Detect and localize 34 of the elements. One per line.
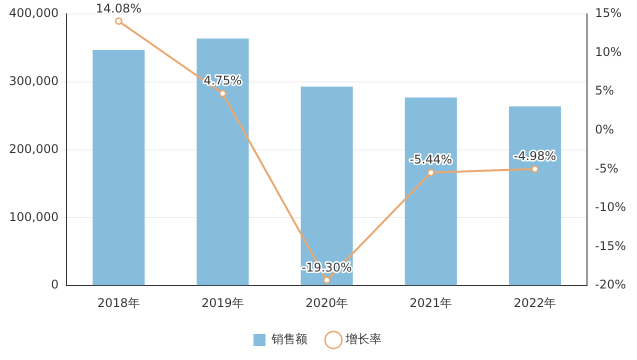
data-label: -4.98% [514,149,556,164]
y2-tick-label: 0% [595,122,614,137]
y2-tick-label: -15% [595,238,626,253]
bar [404,98,457,286]
legend-label: 销售额 [270,332,308,346]
y-tick-label: 100,000 [9,210,59,224]
y-tick-label: 300,000 [9,74,59,88]
y2-tick-label: 15% [595,6,622,20]
y2-tick-label: -10% [595,200,626,214]
bar [300,86,353,286]
legend-label: 增长率 [344,332,382,346]
x-tick-label: 2018年 [97,296,140,310]
point [531,165,539,173]
bar [92,50,145,286]
data-label: -5.44% [410,152,452,167]
y2-tick-label: 5% [595,84,614,98]
y2-tick-label: 10% [595,44,622,59]
point [427,168,435,176]
x-tick-label: 2020年 [306,296,348,310]
y-tick-label: 200,000 [9,142,59,156]
bar [196,38,249,286]
data-label: 4.75% [204,74,242,88]
bar [508,106,561,286]
y2-tick-label: -5% [595,161,618,176]
x-tick-label: 2021年 [410,296,452,310]
point [218,90,226,98]
data-label: 14.08% [96,1,142,16]
point [114,17,122,25]
y2-tick-label: -20% [595,278,626,292]
y-tick-label: 400,000 [9,6,59,20]
x-tick-label: 2019年 [201,296,244,310]
point [323,276,331,284]
x-tick-label: 2022年 [514,296,556,310]
y-tick-label: 0 [50,278,59,292]
